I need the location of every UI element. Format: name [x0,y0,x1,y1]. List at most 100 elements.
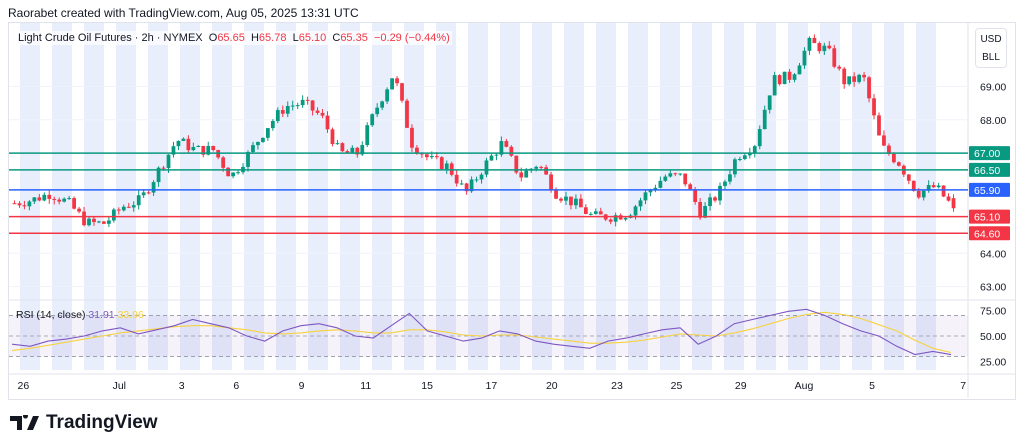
candle-body [896,162,901,166]
time-tick-label: 25 [671,380,683,392]
session-stripe [404,23,424,370]
candle-body [549,174,553,191]
candle-body [72,198,76,209]
time-tick-label: 3 [179,380,185,392]
candle-body [812,37,817,44]
candle-body [335,143,340,145]
candle-body [92,218,96,223]
candle-body [569,196,573,206]
candle-body [395,78,399,84]
session-stripe [500,23,520,370]
chart-credit: Raorabet created with TradingView.com, A… [8,6,359,20]
time-tick-label: 20 [546,380,558,392]
candle-body [300,99,305,106]
level-price-label: 67.00 [974,148,1000,160]
level-price-tag [969,146,1010,161]
candle-body [97,221,101,223]
currency-unit-button[interactable]: USD BLL [975,28,1007,68]
chart-frame[interactable] [8,22,1016,400]
level-price-label: 64.60 [974,228,1000,240]
candle-body [593,211,598,214]
candle-body [638,200,643,207]
candle-body [544,167,548,175]
candle-body [410,127,414,148]
candle-body [574,198,578,206]
candle-body [285,106,290,114]
rsi-tick-label: 25.00 [980,357,1006,369]
candle-body [121,206,126,211]
candle-body [400,83,404,101]
candle-body [807,37,812,51]
candle-body [37,197,42,201]
time-tick-label: Jul [113,380,126,392]
candle-body [176,140,181,147]
candle-body [559,198,563,201]
candle-body [12,203,17,205]
candle-body [355,147,360,155]
time-tick-label: 6 [233,380,239,392]
candle-body [375,107,380,115]
candle-body [261,137,265,142]
time-tick-label: 5 [869,380,875,392]
candle-body [310,100,315,111]
candle-body [936,185,941,188]
session-stripe [564,23,584,370]
candle-body [17,203,22,206]
candle-body [420,153,424,155]
candle-body [380,101,385,108]
candle-body [489,155,494,161]
candle-body [887,145,891,154]
candle-body [653,187,658,190]
candle-body [424,154,429,158]
candle-body [737,159,742,161]
candle-body [554,190,558,199]
candle-body [499,141,504,155]
session-stripe [244,23,264,370]
candle-body [583,207,588,214]
level-price-label: 66.50 [974,165,1000,177]
candle-body [832,48,837,67]
session-stripe [212,23,232,370]
candle-body [32,197,37,202]
candle-body [111,209,116,221]
candle-body [126,206,131,208]
candle-body [256,141,260,146]
tradingview-logo[interactable]: TradingView [10,412,158,434]
candle-body [345,151,350,153]
candle-body [772,75,777,96]
candle-body [186,138,191,151]
time-tick-label: 26 [18,380,30,392]
candle-body [742,155,747,160]
close-value: 65.35 [340,32,368,44]
tradingview-logo-icon [10,415,39,430]
symbol-legend: Light Crude Oil Futures · 2h · NYMEX O65… [16,31,452,45]
candle-body [181,138,186,141]
session-stripe [788,23,808,370]
candle-body [762,109,767,130]
candle-body [52,198,57,200]
candle-body [504,141,509,147]
candle-body [728,174,732,182]
time-tick-label: 15 [421,380,433,392]
time-tick-label: Aug [795,380,814,392]
level-price-label: 65.10 [974,212,1000,224]
candle-body [951,198,956,209]
candle-body [82,211,86,226]
candle-body [837,66,842,69]
candle-body [196,145,201,147]
candle-body [325,115,330,130]
time-tick-label: 7 [960,380,966,392]
candle-body [320,112,325,116]
candle-body [827,45,832,49]
candle-body [613,215,618,222]
candle-body [787,71,792,80]
candle-body [509,146,514,156]
rsi-line [11,308,952,356]
candle-body [474,179,479,181]
candle-body [658,180,663,188]
candle-body [434,156,439,158]
candle-body [698,201,703,218]
candle-body [390,78,394,90]
candle-body [251,145,255,152]
